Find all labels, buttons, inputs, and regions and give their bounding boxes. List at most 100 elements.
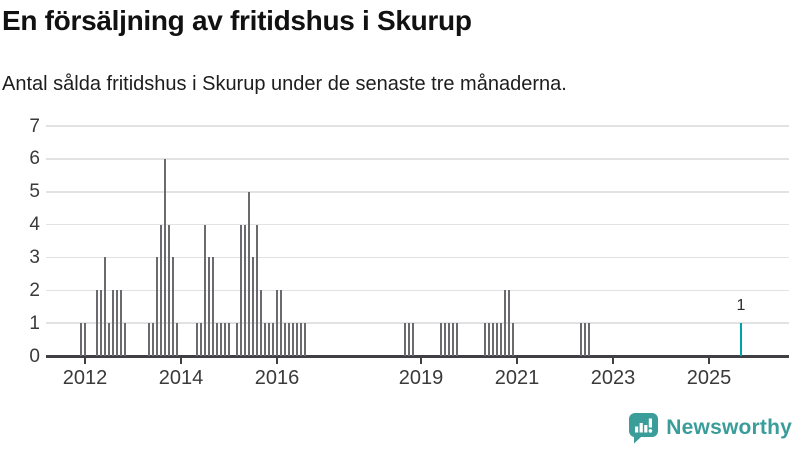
y-tick-label: 7	[29, 115, 40, 137]
bar	[451, 323, 455, 356]
bar	[443, 323, 447, 356]
bar	[299, 323, 303, 356]
bar	[223, 323, 227, 356]
y-tick-label: 1	[29, 312, 40, 334]
bar	[195, 323, 199, 356]
bar	[211, 257, 215, 356]
bar	[107, 323, 111, 356]
bar	[123, 323, 127, 356]
bar	[275, 290, 279, 356]
bar	[267, 323, 271, 356]
bar	[287, 323, 291, 356]
bar	[255, 224, 259, 356]
bar	[83, 323, 87, 356]
bar	[439, 323, 443, 356]
page-title: En försäljning av fritidshus i Skurup	[2, 5, 472, 36]
x-tick-label: 2021	[494, 367, 540, 389]
y-tick-label: 3	[29, 246, 40, 268]
bar	[203, 224, 207, 356]
y-tick-label: 6	[29, 148, 40, 170]
y-tick-label: 0	[29, 345, 40, 367]
bar-value-label: 1	[736, 297, 746, 315]
y-tick-label: 5	[29, 181, 40, 203]
x-axis-tick	[516, 357, 518, 364]
bar	[583, 323, 587, 356]
gridline	[46, 191, 789, 193]
bar	[295, 323, 299, 356]
bar	[111, 290, 115, 356]
bar	[247, 191, 251, 356]
bar	[239, 224, 243, 356]
bar	[235, 323, 239, 356]
x-tick-label: 2012	[62, 367, 108, 389]
x-tick-label: 2023	[590, 367, 636, 389]
bar	[259, 290, 263, 356]
x-tick-label: 2014	[158, 367, 204, 389]
x-tick-label: 2025	[686, 367, 732, 389]
bar	[283, 323, 287, 356]
gridline	[46, 322, 789, 324]
bar	[263, 323, 267, 356]
bar	[99, 290, 103, 356]
x-axis-tick	[180, 357, 182, 364]
bar	[455, 323, 459, 356]
bar	[243, 224, 247, 356]
gridline	[46, 256, 789, 259]
bar	[407, 323, 411, 356]
x-tick-label: 2016	[254, 367, 300, 389]
bar	[79, 323, 83, 356]
bar	[291, 323, 295, 356]
x-axis-tick	[276, 357, 278, 364]
bar	[219, 323, 223, 356]
bar	[491, 323, 495, 356]
bar	[175, 323, 179, 356]
bar	[215, 323, 219, 356]
bar	[199, 323, 203, 356]
gridline	[46, 158, 789, 160]
bar	[95, 290, 99, 356]
bar	[271, 323, 275, 356]
bar	[163, 158, 167, 356]
x-axis-tick	[612, 357, 614, 364]
highlight-bar	[739, 323, 743, 356]
bar	[511, 323, 515, 356]
bar	[495, 323, 499, 356]
bar	[447, 323, 451, 356]
gridline	[46, 125, 789, 127]
brand-logo: Newsworthy	[628, 412, 792, 444]
y-tick-label: 4	[29, 214, 40, 236]
bar	[103, 257, 107, 356]
gridline	[46, 223, 789, 226]
bar	[303, 323, 307, 356]
bar	[147, 323, 151, 356]
bar	[579, 323, 583, 356]
bar	[587, 323, 591, 356]
bar	[487, 323, 491, 356]
bar	[411, 323, 415, 356]
gridline	[46, 289, 789, 292]
bar	[115, 290, 119, 356]
chart-subtitle: Antal sålda fritidshus i Skurup under de…	[2, 73, 567, 95]
brand-name: Newsworthy	[666, 416, 792, 439]
bar-chart-speech-bubble-icon	[628, 412, 659, 444]
bar	[159, 224, 163, 356]
bar	[499, 323, 503, 356]
x-axis-line	[46, 355, 789, 358]
bar	[227, 323, 231, 356]
bar	[503, 290, 507, 356]
bar	[279, 290, 283, 356]
x-axis-tick	[708, 357, 710, 364]
bar	[167, 224, 171, 356]
bar	[251, 257, 255, 356]
bar	[403, 323, 407, 356]
bar	[155, 257, 159, 356]
bar	[151, 323, 155, 356]
x-axis-tick	[420, 357, 422, 364]
y-tick-label: 2	[29, 279, 40, 301]
bar	[207, 257, 211, 356]
x-axis-tick	[84, 357, 86, 364]
bar	[483, 323, 487, 356]
bar	[171, 257, 175, 356]
bar	[119, 290, 123, 356]
